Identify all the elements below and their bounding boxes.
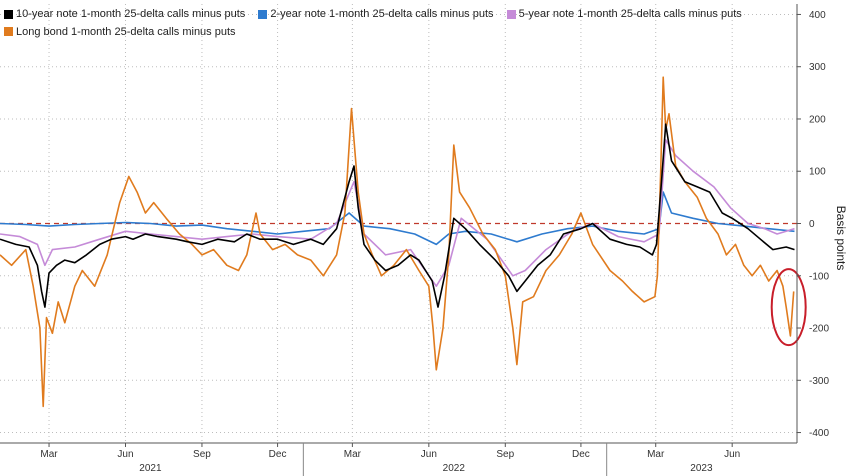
series-line-2-year (0, 191, 795, 246)
y-tick-label: -200 (809, 324, 829, 335)
series-line-5-year (0, 139, 795, 287)
y-tick-label: 300 (809, 62, 826, 73)
x-tick-label: Sep (496, 449, 514, 460)
legend-swatch-long-bond (4, 27, 13, 36)
annotations (770, 268, 807, 347)
y-axis-title: Basis points (834, 206, 848, 271)
x-tick-label: Sep (193, 449, 211, 460)
y-tick-label: 100 (809, 167, 826, 178)
legend-swatch-10y (4, 9, 13, 19)
y-tick-label: 0 (809, 219, 815, 230)
legend-item-10y: 10-year note 1-month 25-delta calls minu… (4, 6, 245, 22)
series-line-10-year (0, 123, 795, 308)
series-lines (0, 76, 795, 408)
y-axis: 400 300 200 100 0 -100 -200 -300 -400 (796, 4, 829, 443)
x-year-label: 2021 (139, 463, 162, 474)
x-tick-label: Mar (344, 449, 362, 460)
legend-item-2y: 2-year note 1-month 25-delta calls minus… (258, 6, 494, 22)
x-axis: Mar Jun Sep Dec Mar Jun Sep Dec Mar Jun 2021 2022 20… (0, 442, 797, 476)
legend-label-5y: 5-year note 1-month 25-delta calls minus… (518, 8, 742, 20)
legend-swatch-2y (258, 9, 268, 19)
x-tick-label: Jun (421, 449, 437, 460)
y-tick-label: -100 (809, 271, 829, 282)
legend: 10-year note 1-month 25-delta calls minu… (4, 6, 784, 41)
x-tick-label: Mar (647, 449, 665, 460)
legend-label-10y: 10-year note 1-month 25-delta calls minu… (16, 8, 246, 20)
x-tick-label: Jun (117, 449, 133, 460)
x-tick-label: Dec (572, 449, 590, 460)
x-year-label: 2023 (690, 463, 713, 474)
y-tick-label: 400 (809, 10, 826, 21)
y-tick-label: -300 (809, 376, 829, 387)
legend-item-5y: 5-year note 1-month 25-delta calls minus… (506, 6, 742, 22)
legend-label-2y: 2-year note 1-month 25-delta calls minus… (270, 8, 494, 20)
x-year-label: 2022 (443, 463, 466, 474)
legend-label-long-bond: Long bond 1-month 25-delta calls minus p… (16, 25, 236, 38)
x-tick-label: Mar (40, 449, 58, 460)
highlight-circle (770, 268, 807, 347)
x-tick-label: Jun (724, 449, 740, 460)
y-tick-label: -400 (809, 428, 829, 439)
legend-swatch-5y (506, 9, 516, 19)
legend-item-long-bond: Long bond 1-month 25-delta calls minus p… (4, 24, 236, 40)
x-tick-label: Dec (269, 449, 287, 460)
y-tick-label: 200 (809, 114, 826, 125)
